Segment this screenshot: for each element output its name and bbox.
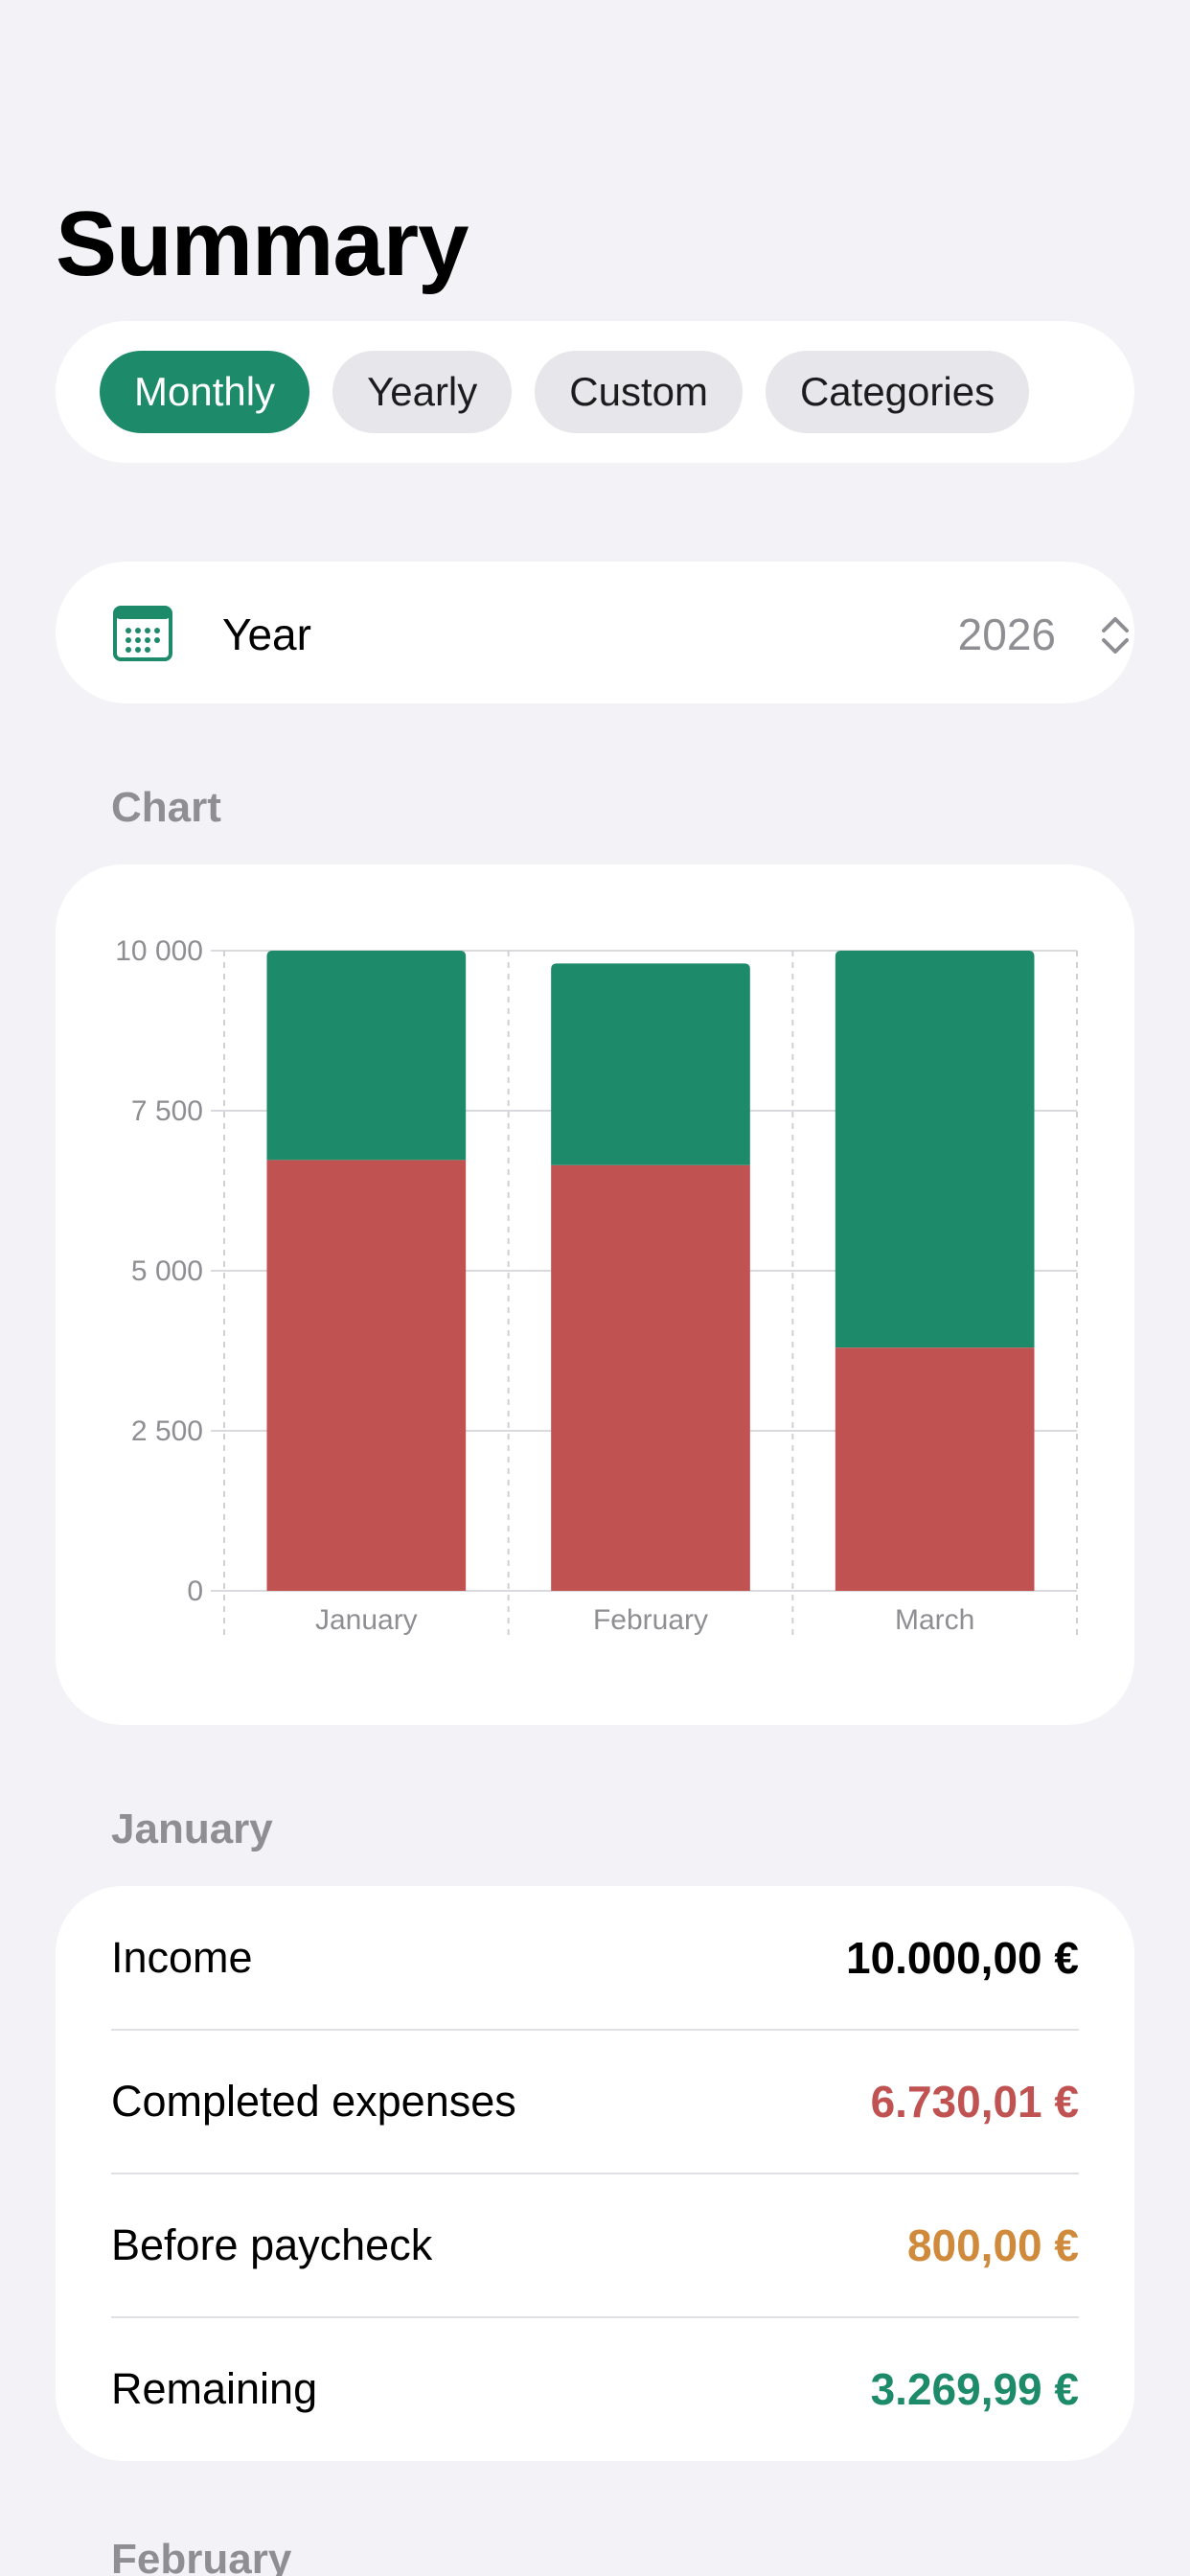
year-picker-row[interactable] (56, 562, 1134, 703)
x-tick-label: February (593, 1604, 708, 1636)
before-paycheck-label: Before paycheck (111, 2220, 433, 2269)
y-tick-label: 10 000 (115, 935, 203, 967)
chart-card: 0 2 500 5 000 7 500 10 000 January February Mar… (56, 864, 1134, 1725)
period-segmented-control: Monthly Yearly Custom Categories (56, 321, 1134, 463)
remaining-value: 3.269,99 € (870, 2364, 1079, 2414)
completed-expenses-value: 6.730,01 € (870, 2077, 1079, 2127)
february-section-header: February (111, 2536, 292, 2576)
x-tick-label: March (895, 1604, 974, 1636)
income-label: Income (111, 1933, 253, 1982)
page-title: Summary (56, 193, 469, 295)
year-value[interactable]: 2026 (957, 610, 1056, 659)
year-label: Year (222, 610, 311, 659)
remaining-row: Remaining 3.269,99 € (111, 2317, 1079, 2461)
segment-yearly[interactable]: Yearly (332, 351, 513, 433)
divider (111, 2173, 1079, 2174)
chart-section-header: Chart (111, 784, 221, 831)
stacked-bar-chart: 0 2 500 5 000 7 500 10 000 January February Mar… (115, 935, 1078, 1639)
income-value: 10.000,00 € (845, 1933, 1079, 1983)
before-paycheck-row: Before paycheck 800,00 € (111, 2174, 1079, 2317)
completed-expenses-row: Completed expenses 6.730,01 € (111, 2030, 1079, 2174)
calendar-icon (113, 606, 172, 661)
divider (111, 2029, 1079, 2031)
y-tick-label: 7 500 (131, 1095, 203, 1127)
chevron-up-down-icon[interactable] (1100, 613, 1131, 657)
segment-custom[interactable]: Custom (535, 351, 743, 433)
segment-categories[interactable]: Categories (765, 351, 1030, 433)
divider (111, 2316, 1079, 2318)
y-tick-label: 5 000 (131, 1255, 203, 1287)
january-summary-card: Income 10.000,00 € Completed expenses 6.… (56, 1886, 1134, 2461)
x-tick-label: January (315, 1604, 418, 1636)
january-section-header: January (111, 1806, 273, 1852)
bar-segment (835, 951, 1035, 1348)
bar-segment (551, 1164, 750, 1591)
segment-monthly[interactable]: Monthly (100, 351, 310, 433)
before-paycheck-value: 800,00 € (906, 2220, 1079, 2270)
bar-segment (266, 1160, 467, 1591)
completed-expenses-label: Completed expenses (111, 2077, 516, 2126)
bar-segment (551, 963, 750, 1165)
income-row: Income 10.000,00 € (111, 1886, 1079, 2030)
bar-segment (266, 951, 467, 1161)
y-tick-label: 2 500 (131, 1415, 203, 1447)
remaining-label: Remaining (111, 2364, 318, 2413)
y-tick-label: 0 (187, 1576, 203, 1607)
bar-segment (835, 1347, 1035, 1591)
